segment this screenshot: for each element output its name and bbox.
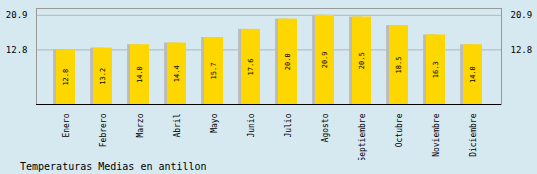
svg-text:Enero: Enero: [62, 113, 71, 137]
svg-text:Mayo: Mayo: [210, 113, 219, 132]
svg-text:20.9: 20.9: [321, 51, 329, 68]
svg-text:17.6: 17.6: [247, 59, 255, 76]
svg-text:Agosto: Agosto: [321, 113, 330, 142]
svg-text:14.0: 14.0: [469, 66, 477, 83]
svg-text:14.0: 14.0: [136, 66, 144, 83]
svg-text:Junio: Junio: [247, 113, 256, 137]
svg-text:Noviembre: Noviembre: [432, 113, 441, 157]
svg-text:Septiembre: Septiembre: [358, 113, 367, 160]
svg-text:Marzo: Marzo: [136, 113, 145, 137]
svg-text:20.9: 20.9: [511, 10, 533, 20]
svg-text:13.2: 13.2: [99, 68, 107, 85]
svg-text:12.8: 12.8: [62, 69, 70, 86]
svg-text:14.4: 14.4: [173, 65, 181, 82]
svg-text:Julio: Julio: [284, 113, 293, 137]
svg-text:15.7: 15.7: [210, 63, 218, 80]
svg-text:20.0: 20.0: [284, 53, 292, 70]
svg-text:18.5: 18.5: [395, 57, 403, 74]
svg-text:12.8: 12.8: [511, 45, 533, 55]
svg-text:Febrero: Febrero: [99, 113, 108, 147]
svg-text:Octubre: Octubre: [395, 113, 404, 147]
svg-text:Diciembre: Diciembre: [469, 113, 478, 157]
svg-text:16.3: 16.3: [432, 61, 440, 78]
svg-text:20.9: 20.9: [6, 10, 28, 20]
svg-text:12.8: 12.8: [6, 45, 28, 55]
svg-text:20.5: 20.5: [358, 52, 366, 69]
svg-text:Abril: Abril: [173, 113, 182, 137]
html-text:Temperaturas Medias en antillo: Temperaturas Medias en antillon: [20, 161, 207, 172]
